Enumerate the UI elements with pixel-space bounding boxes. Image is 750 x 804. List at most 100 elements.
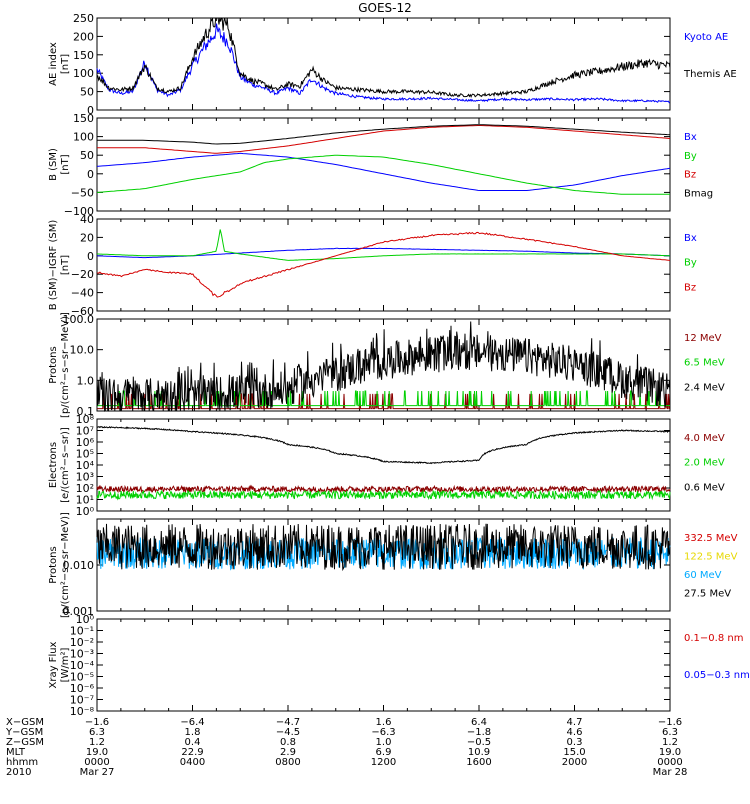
y-tick-label: 10⁻⁴ bbox=[70, 659, 95, 672]
ephemeris-label: Z−GSM bbox=[6, 737, 44, 748]
panel-bdiff: −60 −40 −20 0 20 40 B (SM)−IGRF (SM) [nT] Bx By Bz bbox=[48, 213, 697, 318]
y-tick-label: 10⁻¹ bbox=[70, 625, 94, 638]
ephemeris-value: −0.5 bbox=[467, 737, 491, 748]
ephemeris-value: −1.6 bbox=[658, 717, 682, 728]
ephemeris-value: 0800 bbox=[275, 757, 300, 768]
ephemeris-value: 19.0 bbox=[659, 747, 681, 758]
y-tick-label: 1.0 bbox=[77, 374, 95, 387]
legend-entry: 4.0 MeV bbox=[684, 433, 725, 444]
series-line bbox=[96, 425, 671, 465]
series-line bbox=[96, 23, 670, 104]
y-tick-label: 100 bbox=[73, 67, 94, 80]
ephemeris-value: 6.9 bbox=[376, 747, 392, 758]
y-tick-label: 0 bbox=[87, 250, 94, 263]
y-axis-label: B (SM)−IGRF (SM) bbox=[48, 220, 59, 311]
legend-entry: Kyoto AE bbox=[684, 32, 728, 43]
ephemeris-value: 0000 bbox=[84, 757, 109, 768]
ephemeris-value: −4.7 bbox=[276, 717, 300, 728]
ephemeris-value: 6.3 bbox=[89, 727, 105, 738]
series-line bbox=[97, 393, 670, 410]
ephemeris-value: 1.2 bbox=[662, 737, 678, 748]
y-tick-label: 10⁻⁶ bbox=[70, 682, 95, 695]
y-tick-label: 40 bbox=[80, 213, 94, 226]
series-line bbox=[96, 489, 671, 501]
y-axis-label: [nT] bbox=[60, 154, 71, 174]
y-axis-label: [p/(cm²−s−sr−MeV)] bbox=[60, 512, 71, 618]
y-tick-label: 10⁻² bbox=[70, 636, 94, 649]
ephemeris-value: 1.8 bbox=[185, 727, 201, 738]
ephemeris-value: 19.0 bbox=[86, 747, 108, 758]
y-tick-label: 10⁸ bbox=[76, 413, 95, 426]
ephemeris-value: 0.3 bbox=[567, 737, 583, 748]
y-tick-label: −60 bbox=[71, 305, 94, 318]
ephemeris-value: −1.6 bbox=[85, 717, 109, 728]
y-tick-label: 10¹ bbox=[76, 494, 94, 507]
ephemeris-value: −4.5 bbox=[276, 727, 300, 738]
panel-frame bbox=[96, 218, 671, 312]
ephemeris-value: 10.9 bbox=[468, 747, 490, 758]
y-tick-label: 0.010 bbox=[63, 559, 95, 572]
legend-entry: 122.5 MeV bbox=[684, 552, 738, 563]
legend-entry: Bz bbox=[684, 282, 696, 293]
ephemeris-value: 1.6 bbox=[376, 717, 392, 728]
y-tick-label: −20 bbox=[71, 268, 94, 281]
date-end: Mar 28 bbox=[653, 767, 688, 778]
panel-frame bbox=[96, 618, 671, 712]
y-tick-label: 10⁶ bbox=[76, 436, 95, 449]
y-axis-label: Protons bbox=[48, 546, 59, 583]
y-tick-label: 0 bbox=[87, 104, 94, 117]
y-tick-label: 50 bbox=[80, 149, 94, 162]
ephemeris-value: 2.9 bbox=[280, 747, 296, 758]
y-tick-label: 10⁰ bbox=[76, 505, 95, 518]
y-tick-label: 0.001 bbox=[63, 605, 95, 618]
y-tick-label: 10⁰ bbox=[76, 613, 95, 626]
legend-entry: Bx bbox=[684, 132, 697, 143]
series-line bbox=[97, 124, 671, 145]
ephemeris-label: hhmm bbox=[6, 757, 38, 768]
panel-b: −100 −50 0 50 100 150 B (SM) [nT] Bx By Bz Bmag bbox=[48, 112, 713, 218]
y-axis-label: [nT] bbox=[60, 255, 71, 275]
legend-entry: 60 MeV bbox=[684, 570, 722, 581]
series-line bbox=[96, 321, 671, 412]
panel-protons-low: 0.1 1.0 10.0 100.0 Protons [p/(cm²−s−sr−MeV)]… bbox=[48, 312, 725, 418]
ephemeris-value: 0.8 bbox=[280, 737, 296, 748]
legend-entry: 2.0 MeV bbox=[684, 458, 725, 469]
ephemeris-value: −6.3 bbox=[371, 727, 395, 738]
ephemeris-value: 2000 bbox=[562, 757, 587, 768]
y-axis-label: Xray Flux bbox=[48, 641, 59, 688]
legend-entry: By bbox=[684, 151, 697, 162]
series-line bbox=[96, 484, 671, 494]
ephemeris-value: 22.9 bbox=[181, 747, 203, 758]
legend-entry: 0.05−0.3 nm bbox=[684, 670, 750, 681]
legend-entry: 0.6 MeV bbox=[684, 482, 725, 493]
y-tick-label: 0 bbox=[87, 168, 94, 181]
y-tick-label: 250 bbox=[73, 12, 94, 25]
ephemeris-value: −1.8 bbox=[467, 727, 491, 738]
y-tick-label: 10⁻⁵ bbox=[70, 671, 94, 684]
panel-frame bbox=[96, 17, 671, 111]
legend-entry: 0.1−0.8 nm bbox=[684, 633, 743, 644]
year-label: 2010 bbox=[6, 767, 31, 778]
y-tick-label: 10.0 bbox=[70, 344, 95, 357]
series-line bbox=[96, 152, 671, 191]
legend-entry: 332.5 MeV bbox=[684, 533, 738, 544]
ephemeris-label: Y−GSM bbox=[5, 727, 43, 738]
y-axis-label: [p/(cm²−s−sr−MeV)] bbox=[60, 312, 71, 418]
series-line bbox=[97, 390, 670, 407]
ephemeris-label: MLT bbox=[6, 747, 26, 758]
ephemeris-value: 1.0 bbox=[376, 737, 392, 748]
panel-ae: 0 50 100 150 200 250 AE index [nT] Kyoto AE Themi… bbox=[48, 12, 737, 117]
legend-entry: Themis AE bbox=[683, 69, 737, 80]
y-axis-label: AE index bbox=[48, 42, 59, 86]
ephemeris-value: 15.0 bbox=[563, 747, 585, 758]
y-tick-label: 10² bbox=[76, 482, 94, 495]
y-tick-label: 150 bbox=[73, 112, 94, 125]
series-line bbox=[96, 17, 671, 98]
series-line bbox=[96, 229, 671, 261]
chart-title: GOES-12 bbox=[358, 1, 412, 15]
ephemeris-value: 1200 bbox=[371, 757, 396, 768]
legend-entry: 6.5 MeV bbox=[684, 358, 725, 369]
